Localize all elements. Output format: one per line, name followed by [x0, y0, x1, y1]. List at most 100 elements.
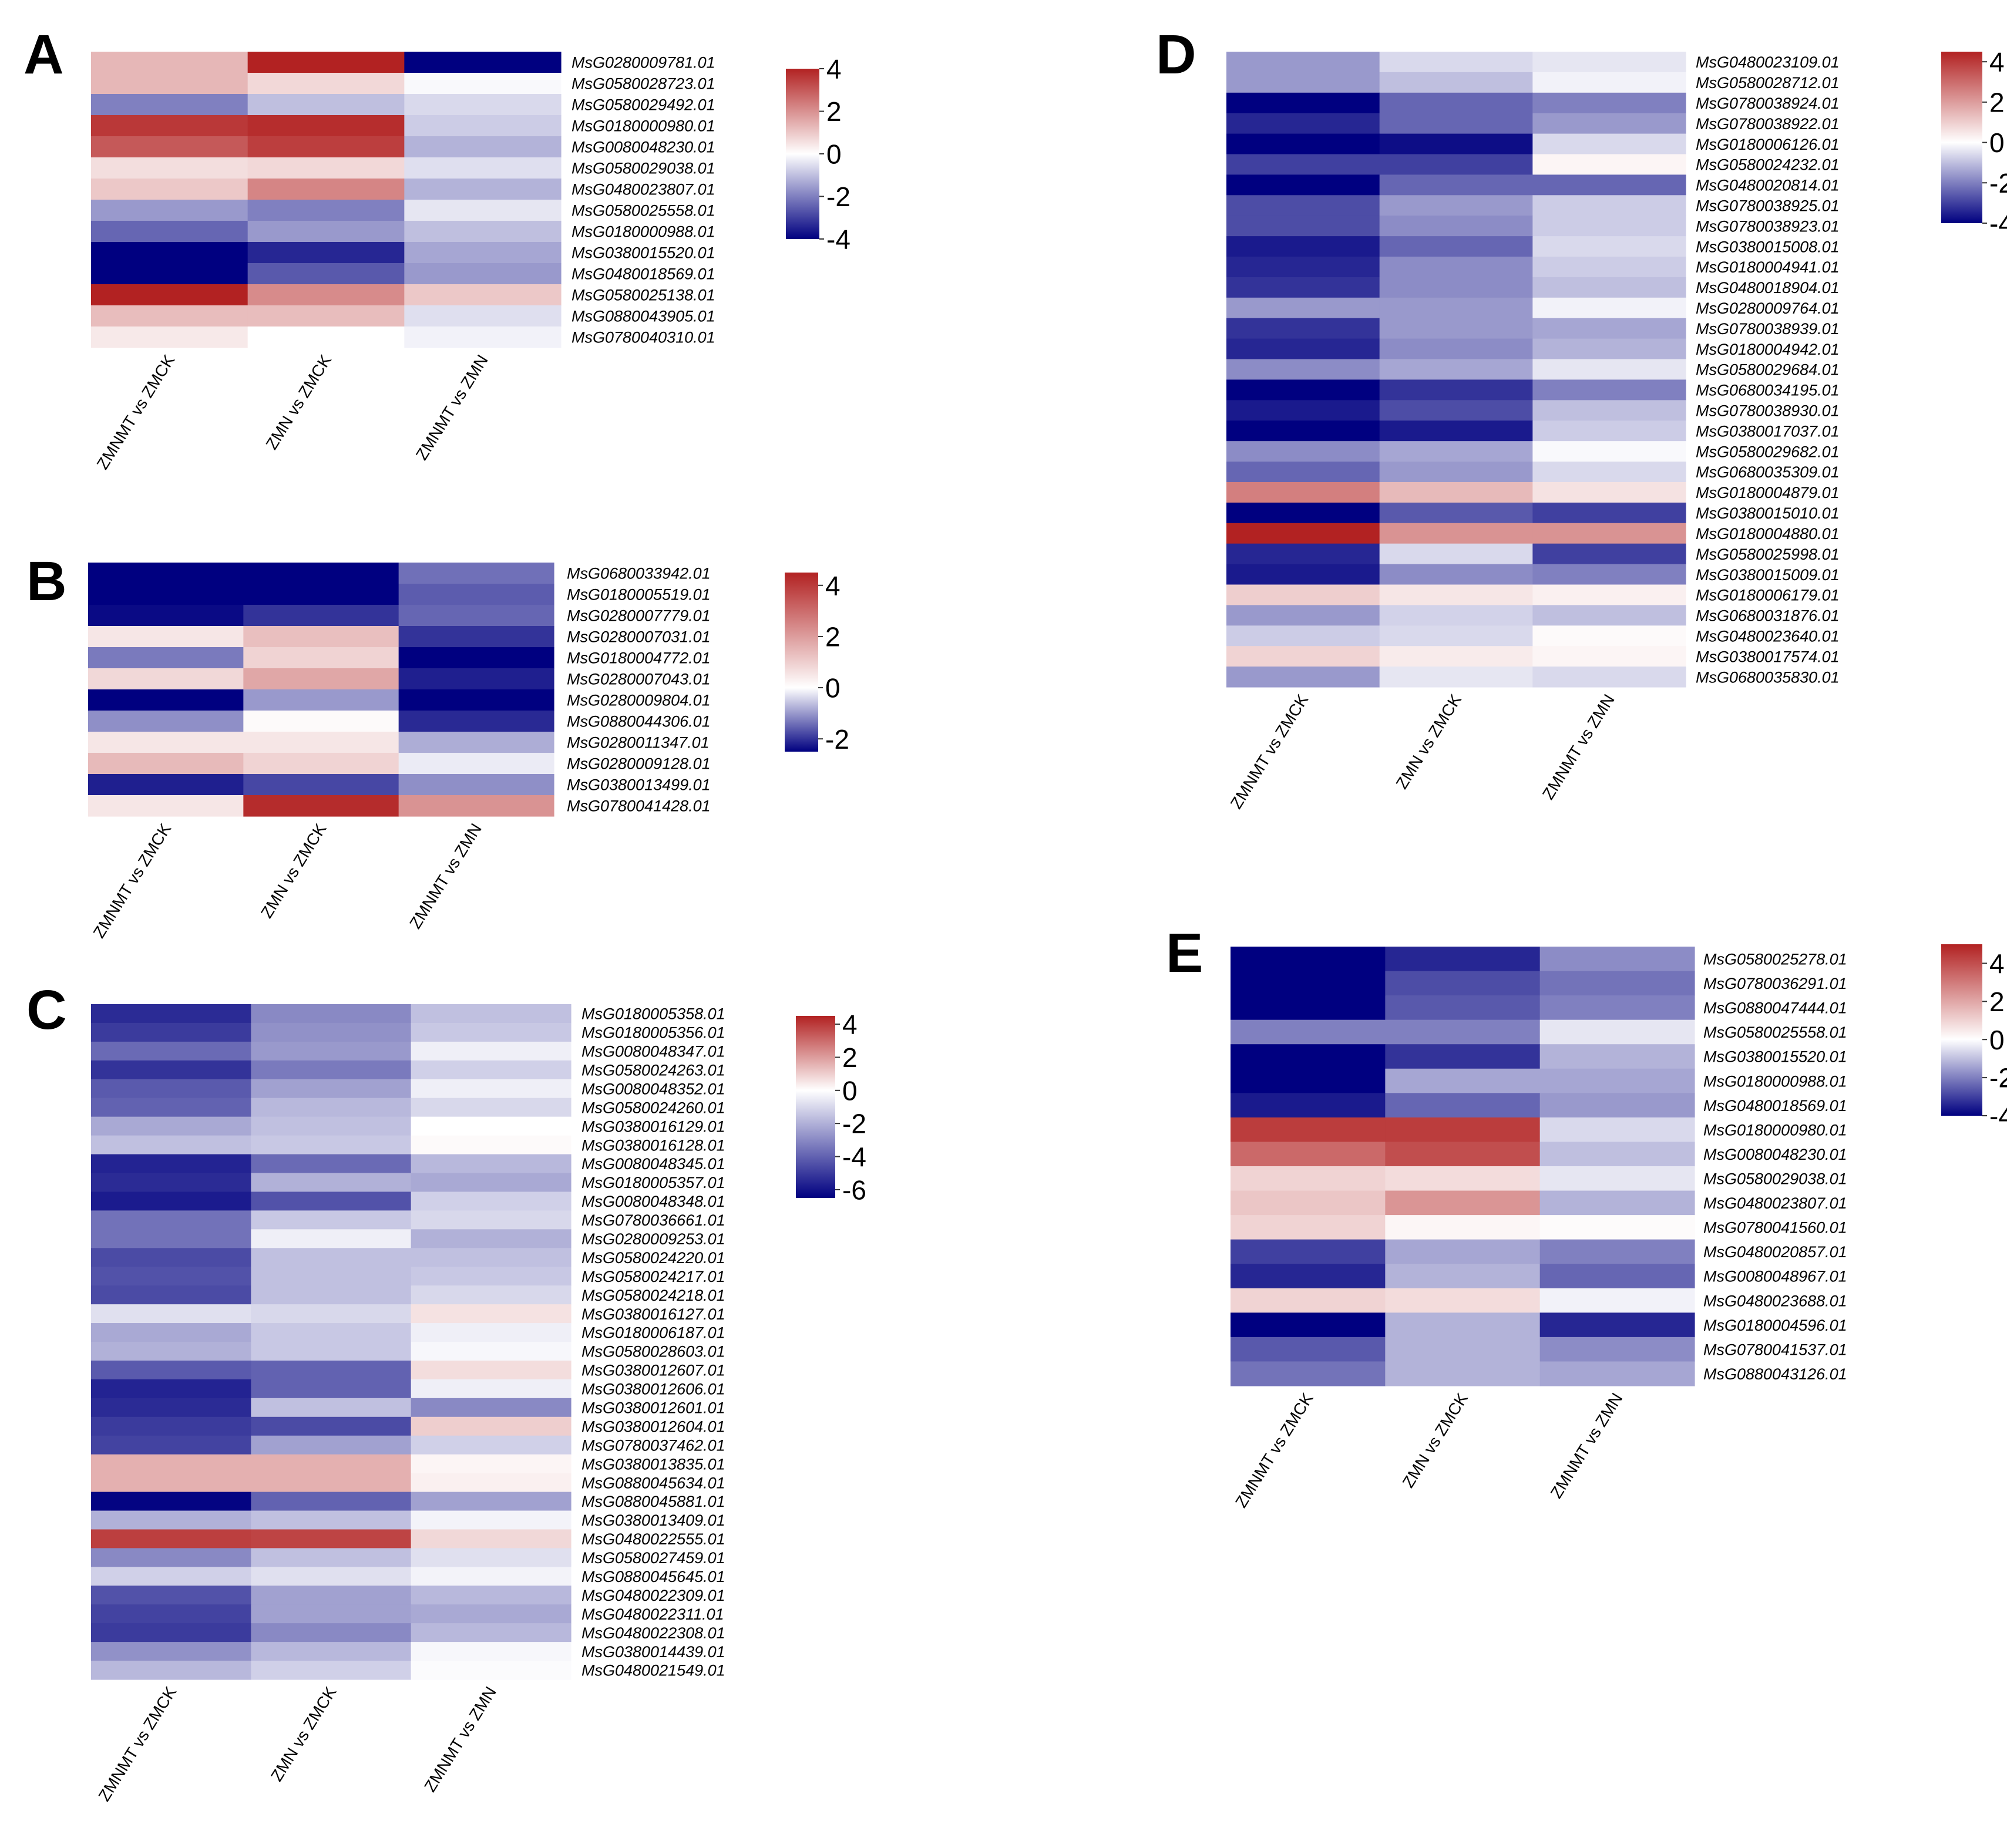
heatmap-cell — [1231, 1288, 1386, 1313]
heatmap-cell — [411, 1323, 571, 1342]
row-label: MsG0880045881.01 — [581, 1493, 725, 1510]
row-label: MsG0780040310.01 — [571, 329, 715, 346]
heatmap-cell — [91, 1248, 251, 1267]
column-label: ZMNMT vs ZMN — [406, 820, 485, 932]
heatmap-cell — [1226, 297, 1380, 319]
heatmap-cell — [1385, 1312, 1541, 1338]
heatmap-cell — [91, 1623, 251, 1642]
colorbar-tick-label: -2 — [842, 1109, 866, 1139]
colorbar-tick-label: 4 — [1989, 948, 2005, 979]
heatmap-cell — [1532, 236, 1686, 257]
heatmap-cell — [251, 1510, 412, 1530]
heatmap-cell — [1379, 379, 1533, 400]
heatmap-cell — [1385, 1337, 1541, 1362]
heatmap-cell — [398, 732, 554, 753]
heatmap-cell — [404, 179, 562, 200]
heatmap-cell — [251, 1041, 412, 1061]
heatmap-cell — [1226, 400, 1380, 421]
heatmap-cell — [1385, 1166, 1541, 1191]
row-label: MsG0780038924.01 — [1696, 95, 1840, 112]
heatmap-cell — [411, 1604, 571, 1624]
heatmap-cell — [1379, 523, 1533, 544]
heatmap-cell — [1231, 1117, 1386, 1143]
row-label: MsG0180006187.01 — [581, 1324, 725, 1342]
row-label: MsG0580029492.01 — [571, 96, 715, 114]
colorbar-tick-label: -6 — [842, 1174, 866, 1205]
panel-label: B — [26, 550, 67, 612]
heatmap-cell — [91, 326, 248, 348]
row-label: MsG0680033942.01 — [567, 565, 711, 583]
heatmap-cell — [411, 1586, 571, 1605]
heatmap-cell — [243, 668, 399, 690]
heatmap-cell — [1532, 543, 1686, 565]
row-label: MsG0580027459.01 — [581, 1549, 725, 1567]
row-label: MsG0580024232.01 — [1696, 156, 1840, 174]
heatmap-cell — [251, 1379, 412, 1399]
colorbar-tick-label: -2 — [826, 181, 850, 212]
heatmap-cell — [243, 753, 399, 775]
heatmap-cell — [251, 1135, 412, 1155]
heatmap-cell — [1379, 318, 1533, 339]
heatmap-cell — [251, 1360, 412, 1380]
row-label: MsG0580025558.01 — [571, 202, 715, 220]
row-label: MsG0480023109.01 — [1696, 53, 1840, 71]
heatmap-cell — [251, 1285, 412, 1305]
heatmap-cell — [411, 1116, 571, 1136]
heatmap-cell — [1532, 605, 1686, 626]
heatmap-cell — [1532, 72, 1686, 93]
row-label: MsG0580025278.01 — [1703, 950, 1847, 968]
heatmap-cell — [1226, 195, 1380, 216]
heatmap-cell — [404, 94, 562, 116]
heatmap-cell — [1532, 216, 1686, 237]
heatmap-cell — [1379, 502, 1533, 524]
heatmap-cell — [1231, 1337, 1386, 1362]
heatmap-cell — [1379, 605, 1533, 626]
row-label: MsG0780038923.01 — [1696, 217, 1840, 235]
heatmap-cell — [1231, 1264, 1386, 1289]
heatmap-cell — [88, 795, 244, 817]
row-label: MsG0380016129.01 — [581, 1117, 725, 1135]
heatmap-cell — [251, 1304, 412, 1324]
heatmap-cell — [404, 115, 562, 137]
heatmap-cell — [1379, 625, 1533, 647]
row-label: MsG0880044306.01 — [567, 713, 711, 731]
row-label: MsG0880045645.01 — [581, 1568, 725, 1586]
row-label: MsG0780041537.01 — [1703, 1341, 1847, 1358]
column-label: ZMN vs ZMCK — [263, 351, 335, 452]
heatmap-cell — [1231, 971, 1386, 996]
heatmap-cell — [411, 1360, 571, 1380]
colorbar — [785, 573, 818, 752]
heatmap-cell — [243, 689, 399, 711]
heatmap-cell — [1385, 971, 1541, 996]
heatmap-cell — [251, 1661, 412, 1680]
row-label: MsG0580024220.01 — [581, 1249, 725, 1267]
heatmap-cell — [411, 1022, 571, 1042]
row-label: MsG0180000988.01 — [571, 223, 715, 241]
heatmap-cell — [1385, 1117, 1541, 1143]
heatmap-cell — [1532, 564, 1686, 585]
row-label: MsG0380015520.01 — [1703, 1048, 1847, 1066]
colorbar-tick-label: -2 — [1989, 168, 2007, 198]
heatmap-cell — [404, 242, 562, 264]
heatmap-cell — [1226, 502, 1380, 524]
heatmap-cell — [411, 1416, 571, 1436]
row-label: MsG0280009128.01 — [567, 755, 711, 773]
heatmap-cell — [1532, 625, 1686, 647]
row-label: MsG0180000988.01 — [1703, 1072, 1847, 1090]
heatmap-cell — [91, 1379, 251, 1399]
row-label: MsG0380016127.01 — [581, 1305, 725, 1323]
heatmap-cell — [1539, 1215, 1695, 1240]
row-label: MsG0180006179.01 — [1696, 587, 1840, 604]
heatmap-cell — [1532, 420, 1686, 442]
heatmap-cell — [1379, 297, 1533, 319]
heatmap-cell — [1231, 947, 1386, 972]
colorbar-tick-label: 4 — [1989, 47, 2005, 78]
heatmap-cell — [91, 1229, 251, 1248]
row-label: MsG0580028603.01 — [581, 1343, 725, 1361]
row-label: MsG0280007031.01 — [567, 628, 711, 646]
row-label: MsG0480022311.01 — [581, 1605, 724, 1623]
row-label: MsG0780036661.01 — [581, 1211, 725, 1229]
heatmap-cell — [404, 221, 562, 243]
heatmap-cell — [1226, 584, 1380, 605]
colorbar — [786, 69, 819, 239]
